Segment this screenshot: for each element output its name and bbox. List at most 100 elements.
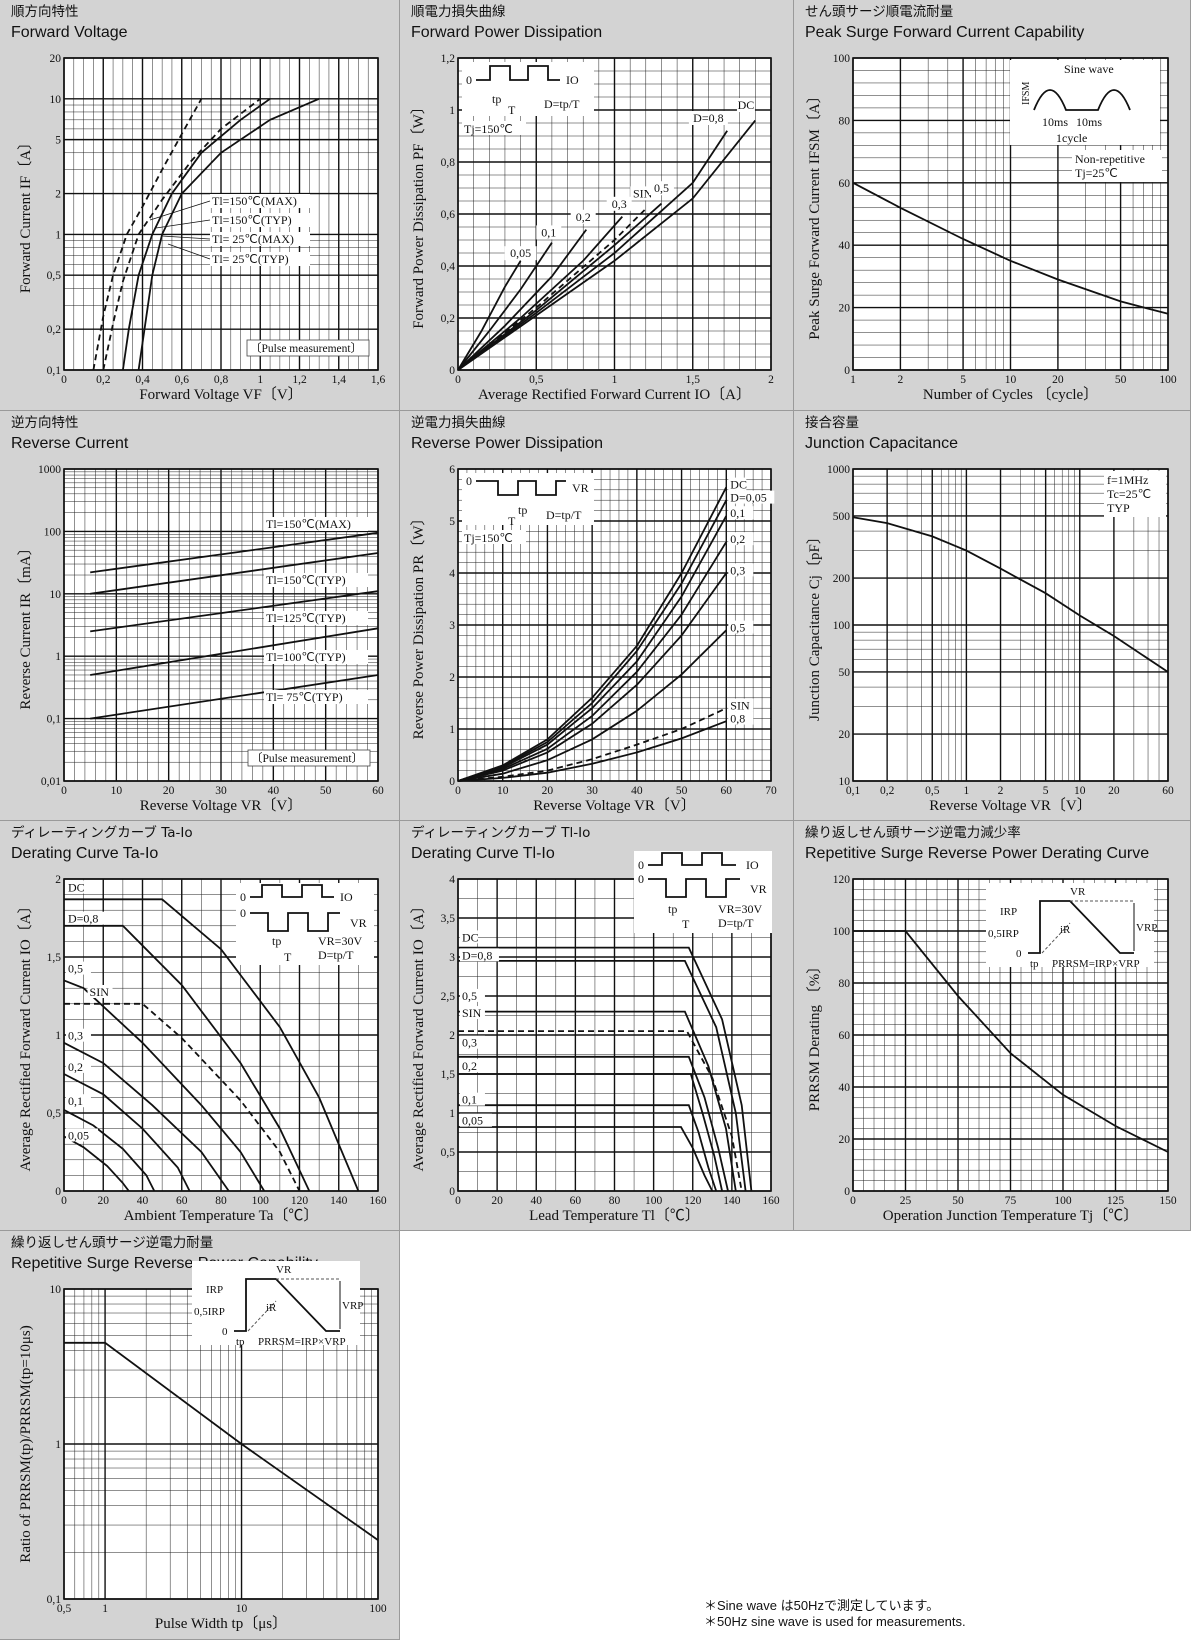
series-line — [122, 98, 271, 371]
series-label: Tl= 25℃(TYP) — [212, 252, 289, 266]
inset-text: PRRSM=IRP×VRP — [1052, 958, 1140, 970]
y-tick-label: 0 — [55, 1186, 61, 1198]
y-tick-label: 20 — [50, 53, 62, 65]
inset-text: tp — [492, 92, 501, 106]
label-bg — [264, 650, 368, 664]
series-line — [63, 1109, 156, 1192]
series-label: D=0,8 — [462, 948, 492, 962]
y-tick-label: 0 — [449, 365, 455, 377]
x-axis-label: Reverse Voltage VR〔V〕 — [929, 797, 1092, 814]
series-label: Tl=125℃(TYP) — [266, 611, 346, 625]
y-tick-label: 0,8 — [441, 157, 456, 169]
series-line — [458, 946, 753, 1192]
inset-text: T — [508, 103, 516, 117]
x-axis-label: Pulse Width tp〔μs〕 — [155, 1615, 287, 1632]
inset-text: 0 — [222, 1326, 228, 1338]
inset-wave — [250, 912, 340, 932]
label-bg — [728, 477, 747, 491]
chart-peak-surge: 1 2 5 10 20 50 100 0 20 40 60 80 100 Number of Cycles… — [806, 53, 1177, 403]
y-tick-label: 1,5 — [47, 952, 62, 964]
x-tick-label: 1,2 — [292, 374, 307, 386]
x-tick-label: 50 — [676, 785, 688, 797]
y-tick-label: 10 — [50, 94, 62, 106]
y-tick-label: 1 — [55, 651, 61, 663]
series-label: 0,1 — [730, 506, 745, 520]
x-tick-label: 30 — [586, 785, 598, 797]
inset-text: 1cycle — [1056, 131, 1087, 145]
y-tick-label: 20 — [839, 303, 851, 315]
plot-frame — [63, 57, 379, 371]
leader-line — [149, 200, 211, 221]
x-tick-label: 40 — [631, 785, 643, 797]
inset-text: D=tp/T — [544, 97, 580, 111]
inset-text: PRRSM=IRP×VRP — [258, 1336, 346, 1348]
label-bg — [65, 1128, 98, 1142]
x-tick-label: 10 — [236, 1603, 248, 1615]
series-label: 0,05 — [462, 1114, 483, 1128]
inset-dash — [1041, 922, 1071, 954]
x-tick-label: 0,2 — [96, 374, 111, 386]
x-tick-label: 20 — [542, 785, 554, 797]
y-tick-label: 0,01 — [41, 776, 61, 788]
series-label: 0,5 — [68, 962, 83, 976]
label-bg — [459, 948, 499, 962]
series-line — [90, 590, 379, 633]
x-tick-label: 70 — [765, 785, 777, 797]
x-tick-label: 20 — [1108, 785, 1120, 797]
inset-text: VRP — [1136, 922, 1157, 934]
series-line — [90, 627, 379, 676]
label-bg — [504, 246, 537, 261]
series-label: Tl=150℃(MAX) — [266, 517, 351, 531]
y-tick-label: 1,2 — [441, 53, 456, 65]
y-tick-label: 6 — [449, 464, 455, 476]
series-line — [64, 898, 360, 1192]
note-box — [247, 749, 371, 767]
x-tick-label: 50 — [952, 1195, 964, 1207]
chart-title: Reverse Current — [11, 435, 129, 452]
label-text: Non-repetitive — [1075, 152, 1145, 166]
chart-title: Forward Voltage — [11, 24, 128, 41]
x-tick-label: 1 — [612, 374, 618, 386]
panel-forward-power: 順電力損失曲線 Forward Power Dissipation 0 0,5 1 1… — [400, 0, 794, 411]
inset-text: 10ms — [1042, 115, 1068, 129]
label-bg — [459, 1092, 485, 1106]
series-line — [63, 1135, 130, 1192]
x-tick-label: 1 — [257, 374, 263, 386]
series-line — [457, 130, 728, 371]
y-tick-label: 40 — [839, 240, 851, 252]
series-line — [457, 119, 757, 371]
x-tick-label: 30 — [215, 785, 227, 797]
x-axis-label: Forward Voltage VF〔V〕 — [139, 386, 302, 403]
label-bg — [728, 532, 754, 546]
inset-text: tp — [236, 1336, 245, 1348]
chart-title: Repetitive Surge Reverse Power Derating … — [805, 845, 1150, 862]
y-axis-label: Average Rectified Forward Current IO〔A〕 — [410, 899, 427, 1172]
y-tick-label: 40 — [839, 1082, 851, 1094]
x-tick-label: 75 — [1005, 1195, 1017, 1207]
inset-text: IRP — [1000, 906, 1017, 918]
chart-title: Reverse Power Dissipation — [411, 435, 604, 452]
x-tick-label: 10 — [111, 785, 123, 797]
label-bg — [264, 690, 368, 704]
inset-wave — [1033, 89, 1131, 111]
series-line — [64, 1341, 379, 1541]
x-axis-label: Lead Temperature Tl〔℃〕 — [529, 1207, 700, 1224]
series-line — [457, 260, 522, 371]
inset-box — [1010, 60, 1160, 145]
label-bg — [459, 930, 478, 944]
series-line — [457, 229, 588, 371]
series-line — [137, 97, 320, 371]
series-label: Tl=150℃(TYP) — [212, 213, 292, 227]
x-tick-label: 1,6 — [371, 374, 386, 386]
label-bg — [688, 111, 728, 125]
chart-title: Derating Curve Tl-Io — [411, 845, 555, 862]
inset-text: D=tp/T — [718, 916, 754, 930]
series-line — [457, 707, 727, 782]
leader-line — [161, 235, 211, 240]
x-tick-label: 0,8 — [214, 374, 229, 386]
y-tick-label: 0,1 — [47, 714, 62, 726]
label-text: f=1MHz — [1107, 473, 1148, 487]
y-tick-label: 2,5 — [441, 991, 456, 1003]
x-tick-label: 60 — [721, 785, 733, 797]
label-text: TYP — [1107, 501, 1130, 515]
